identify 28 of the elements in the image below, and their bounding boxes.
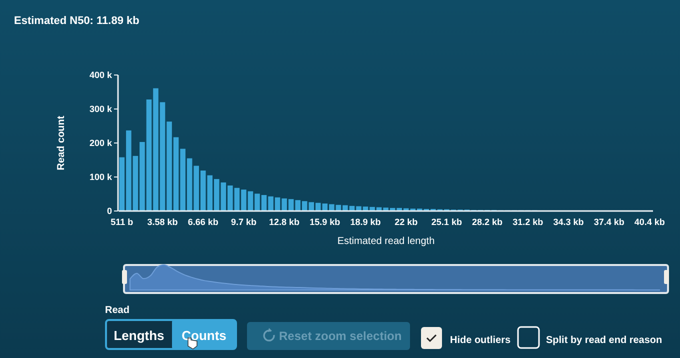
x-tick-label: 37.4 kb [594, 217, 625, 227]
text: Split by read end reason [546, 335, 662, 346]
x-tick-label: 12.8 kb [269, 217, 300, 227]
y-tick-label: 400 k [89, 70, 113, 80]
x-tick-label: 18.9 kb [350, 217, 382, 227]
x-tick-label: 40.4 kb [634, 217, 666, 227]
text: Reset zoom selection [279, 329, 402, 343]
y-tick-label: 200 k [89, 138, 113, 148]
x-tick-label: 6.66 kb [188, 217, 219, 227]
x-tick-label: 28.2 kb [472, 217, 504, 227]
x-tick-label: 25.1 kb [431, 217, 462, 227]
x-tick-label: 31.2 kb [512, 217, 544, 227]
x-tick-label: 511 b [110, 217, 134, 227]
x-tick-label: 9.7 kb [230, 217, 257, 227]
y-tick-label: 0 [106, 206, 112, 216]
text: Lengths [114, 328, 164, 343]
chart-title: Estimated N50: 11.89 kb [14, 15, 140, 27]
text: Counts [182, 328, 226, 343]
text: Read [105, 305, 130, 316]
x-axis-title: Estimated read length [337, 236, 435, 247]
x-tick-label: 34.3 kb [553, 217, 584, 227]
x-tick-label: 15.9 kb [310, 217, 341, 227]
y-tick-label: 100 k [89, 172, 113, 182]
y-tick-label: 300 k [89, 104, 113, 114]
x-tick-label: 22 kb [394, 217, 418, 227]
text: Hide outliers [450, 335, 512, 346]
x-tick-label: 3.58 kb [147, 217, 178, 227]
y-axis-title: Read count [56, 115, 67, 170]
